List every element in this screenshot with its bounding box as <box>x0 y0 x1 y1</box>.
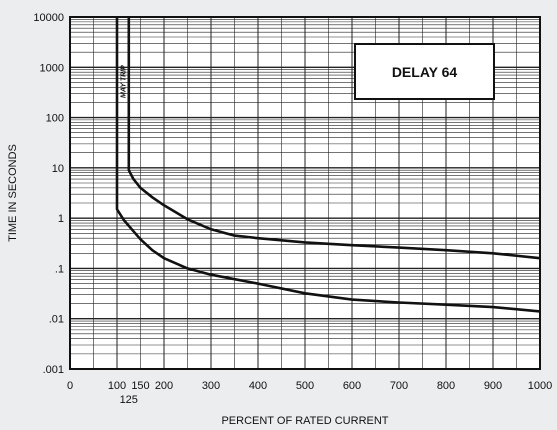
x-tick-label: 1000 <box>528 380 552 392</box>
x-axis-label: PERCENT OF RATED CURRENT <box>221 415 388 427</box>
x-tick-label: 150 <box>131 380 149 392</box>
delay-label-box <box>354 43 495 100</box>
plot-frame <box>69 16 541 370</box>
x-tick-label: 600 <box>343 380 361 392</box>
x-tick-label: 900 <box>484 380 502 392</box>
x-tick-label: 300 <box>202 380 220 392</box>
x-tick-label: 200 <box>155 380 173 392</box>
x-tick-label: 100 <box>108 380 126 392</box>
y-axis-label: TIME IN SECONDS <box>7 144 19 242</box>
y-tick-label: 1000 <box>40 62 64 74</box>
x-tick-label: 800 <box>437 380 455 392</box>
x-tick-labels: 0 100 150 200 300 400 500 600 700 800 900 1000 125 <box>67 380 552 406</box>
x-tick-label: 0 <box>67 380 73 392</box>
curve-line-2 <box>115 17 541 313</box>
y-tick-label: 100 <box>46 113 64 125</box>
y-tick-label: .1 <box>55 263 64 275</box>
y-tick-label: 1 <box>58 213 64 225</box>
may-trip-annotation: MAY TRIP <box>121 65 128 98</box>
x-tick-label: 400 <box>249 380 267 392</box>
curve-line-1 <box>127 17 541 260</box>
y-tick-label: .01 <box>49 314 64 326</box>
y-tick-label: .001 <box>43 364 64 376</box>
y-tick-label: 10000 <box>33 12 64 24</box>
x-tick-label: 700 <box>390 380 408 392</box>
y-tick-label: 10 <box>52 163 64 175</box>
x-tick-label: 500 <box>296 380 314 392</box>
delay-label: DELAY 64 <box>392 64 458 80</box>
curves <box>115 17 541 313</box>
x-tick-label: 125 <box>120 394 138 406</box>
y-tick-labels: .001 .01 .1 1 10 100 1000 10000 <box>33 12 64 376</box>
